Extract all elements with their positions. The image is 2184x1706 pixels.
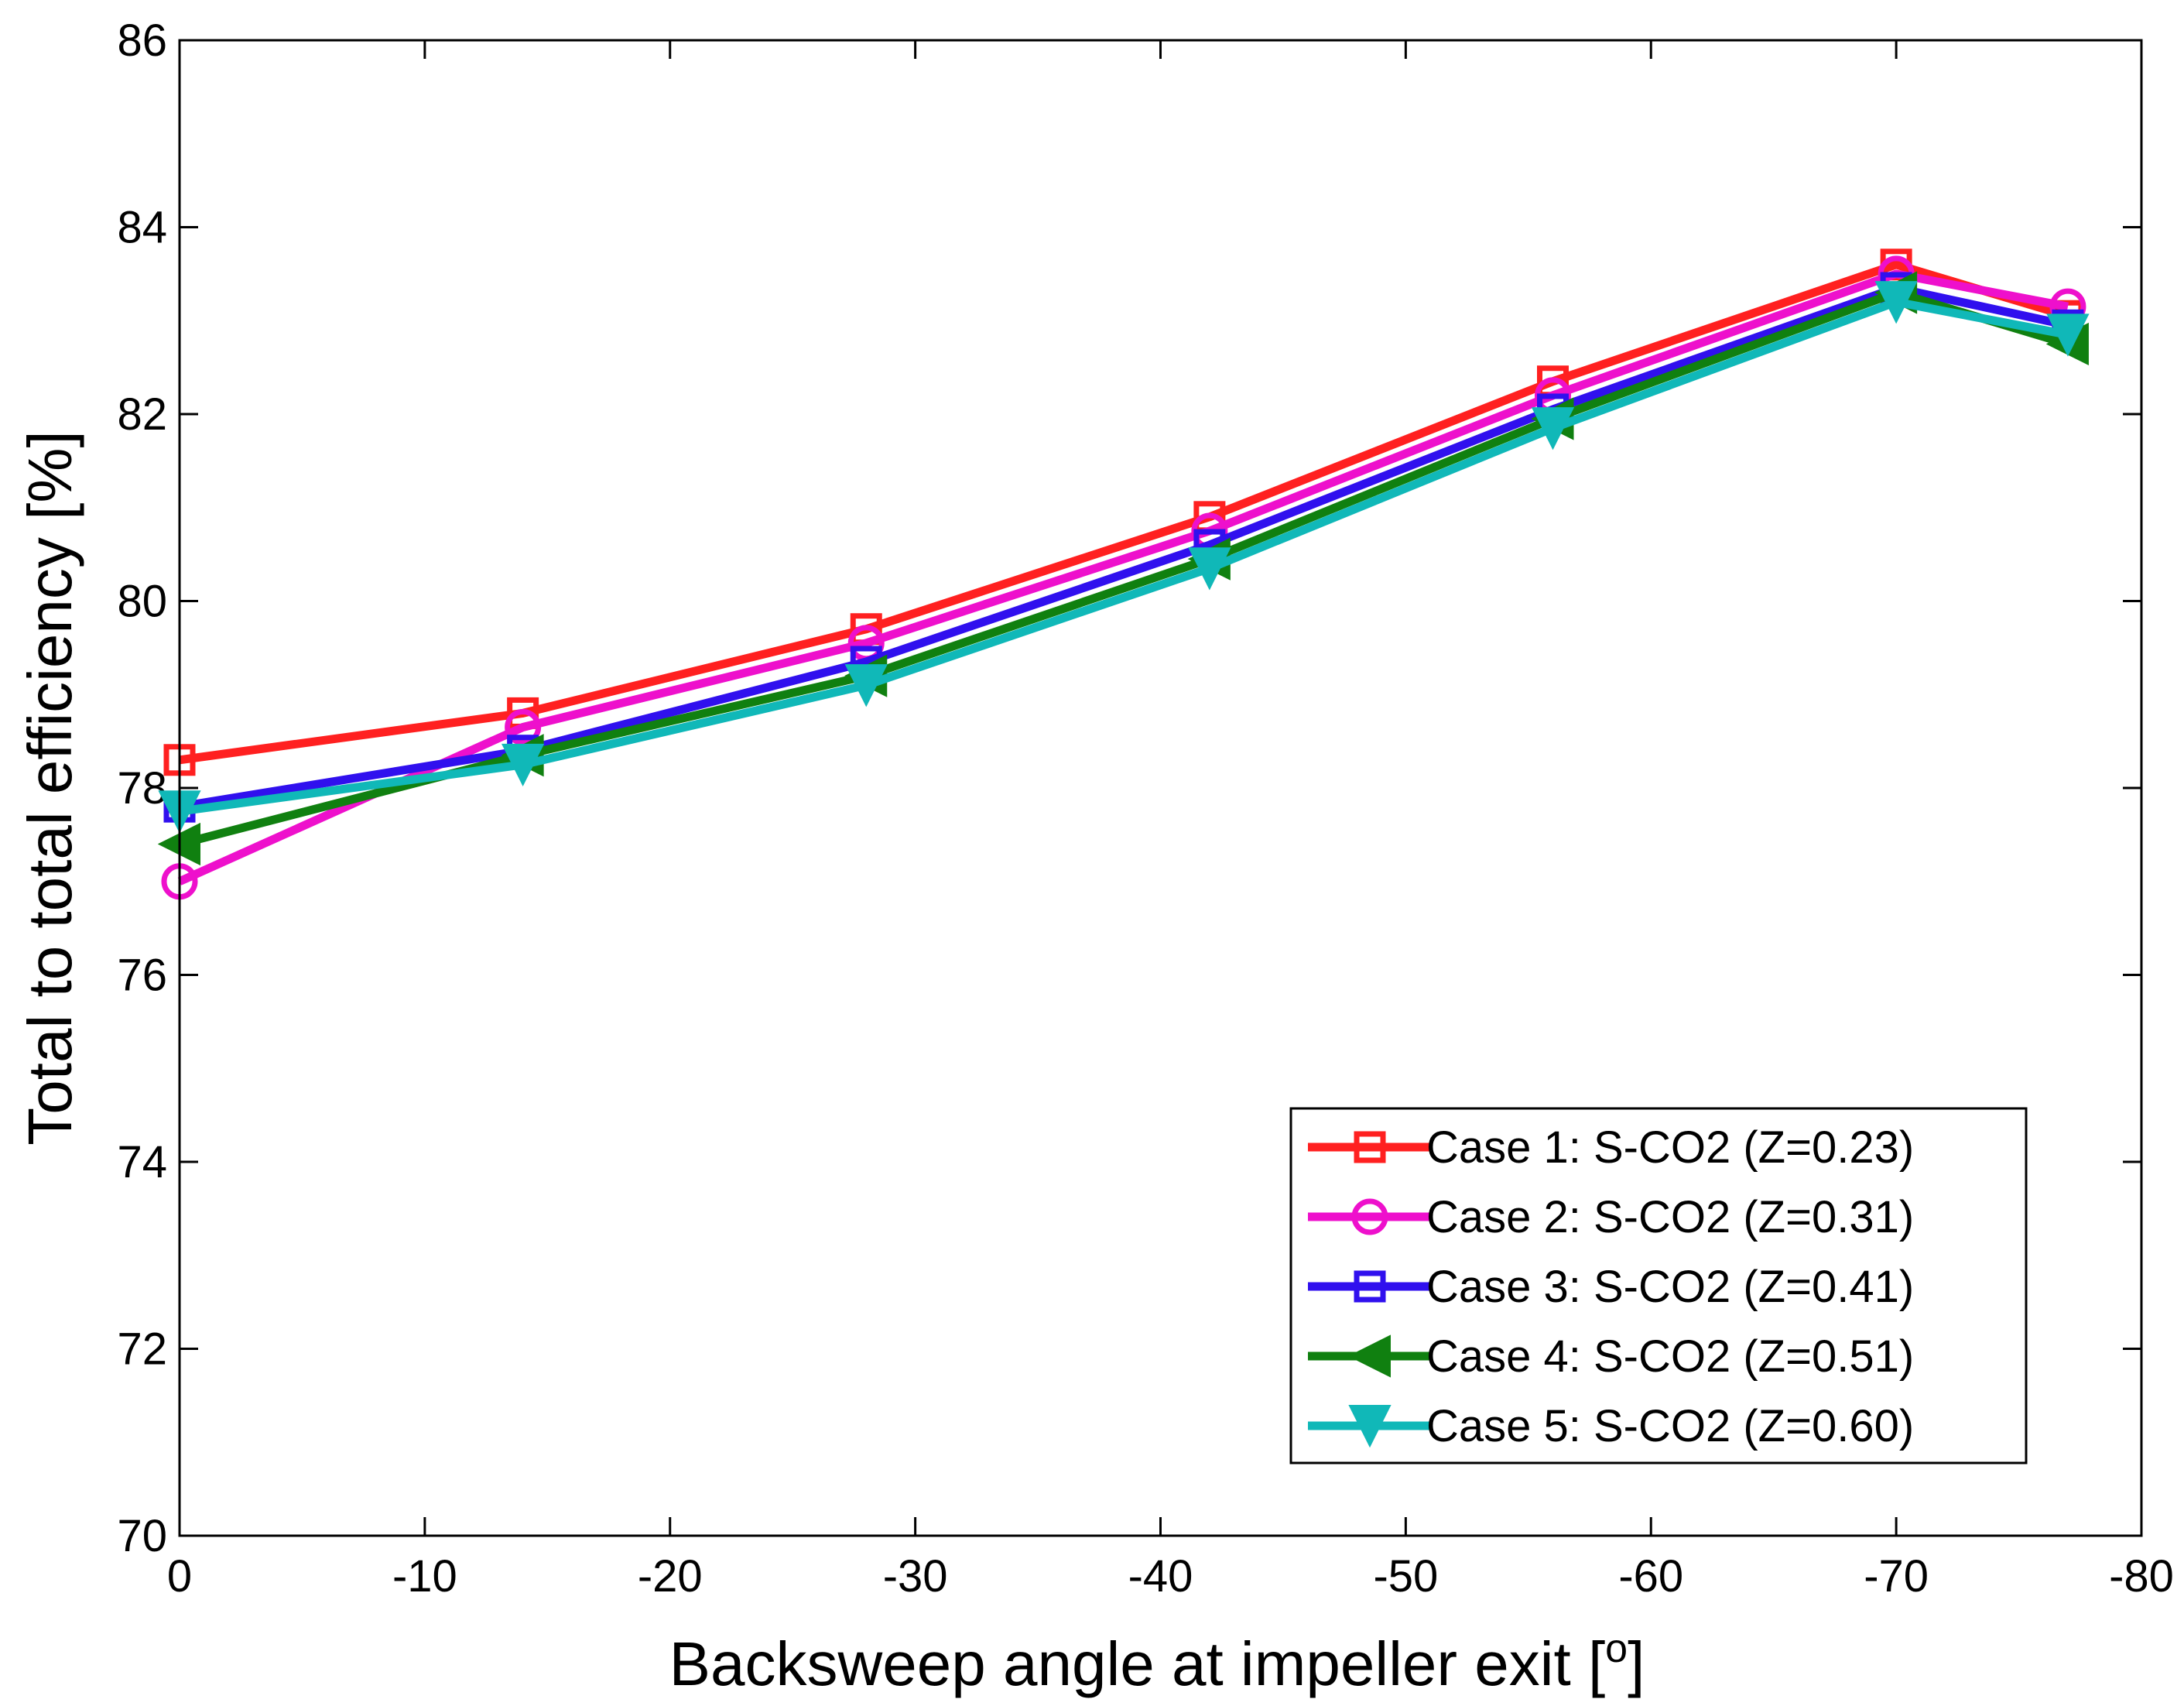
legend-entry-3: Case 3: S-CO2 (Z=0.41) (1308, 1262, 1914, 1312)
legend-entry-5: Case 5: S-CO2 (Z=0.60) (1308, 1401, 1914, 1451)
series-5-point (501, 743, 545, 787)
legend: Case 1: S-CO2 (Z=0.23) Case 2: S-CO2 (Z=0… (1289, 1107, 2028, 1464)
x-tick-label: -20 (638, 1551, 703, 1602)
series-5-point (844, 664, 888, 707)
legend-marker-2 (1351, 1198, 1388, 1235)
legend-marker-3 (1354, 1270, 1386, 1303)
y-axis-title: Total to total efficiency [%] (15, 430, 84, 1145)
legend-entry-1: Case 1: S-CO2 (Z=0.23) (1308, 1122, 1914, 1173)
x-tick-label: -80 (2109, 1551, 2174, 1602)
x-tick-label: 0 (167, 1551, 192, 1602)
x-tick-label: -10 (392, 1551, 457, 1602)
y-tick-label: 86 (117, 15, 167, 66)
y-tick-label: 80 (117, 577, 167, 627)
x-tick-label: -30 (883, 1551, 948, 1602)
series-5 (158, 281, 2090, 834)
series-5-point (1531, 407, 1575, 450)
x-tick-label: -50 (1373, 1551, 1438, 1602)
axis-ticks: 0 -10 -20 -30 -40 -50 -60 -70 -80 70 72 74 76 78 80 82 8… (117, 15, 2173, 1602)
legend-entries: Case 1: S-CO2 (Z=0.23) Case 2: S-CO2 (Z=0… (1308, 1122, 1914, 1451)
legend-marker-1 (1354, 1131, 1386, 1163)
x-axis-title-main: Backsweep angle at impeller exit [ (669, 1629, 1606, 1698)
x-tick-label: -40 (1128, 1551, 1193, 1602)
series-layer (157, 248, 2090, 900)
legend-marker-4 (1347, 1334, 1391, 1378)
legend-label-1: Case 1: S-CO2 (Z=0.23) (1426, 1122, 1914, 1173)
series-2-point (505, 709, 542, 746)
series-5-point (2046, 313, 2090, 357)
series-5-point (1188, 547, 1231, 591)
x-tick-label: -70 (1864, 1551, 1929, 1602)
legend-label-2: Case 2: S-CO2 (Z=0.31) (1426, 1192, 1914, 1242)
x-axis-title-end: ] (1628, 1629, 1645, 1698)
y-tick-label: 74 (117, 1137, 167, 1187)
legend-label-4: Case 4: S-CO2 (Z=0.51) (1426, 1331, 1914, 1382)
legend-entry-2: Case 2: S-CO2 (Z=0.31) (1308, 1192, 1914, 1242)
legend-label-5: Case 5: S-CO2 (Z=0.60) (1426, 1401, 1914, 1451)
legend-marker-5 (1348, 1405, 1392, 1448)
legend-entry-4: Case 4: S-CO2 (Z=0.51) (1308, 1331, 1914, 1382)
x-axis-title: Backsweep angle at impeller exit [o] (669, 1626, 1645, 1698)
x-axis-title-degree: o (1605, 1626, 1628, 1671)
y-tick-label: 82 (117, 389, 167, 440)
y-tick-label: 76 (117, 951, 167, 1001)
legend-label-3: Case 3: S-CO2 (Z=0.41) (1426, 1262, 1914, 1312)
y-tick-label: 78 (117, 763, 167, 814)
y-tick-label: 84 (117, 203, 167, 253)
x-tick-label: -60 (1618, 1551, 1683, 1602)
series-5-point (1874, 281, 1918, 324)
plot-area-frame (178, 39, 2143, 1537)
y-tick-label: 72 (117, 1324, 167, 1375)
y-tick-label: 70 (117, 1511, 167, 1561)
